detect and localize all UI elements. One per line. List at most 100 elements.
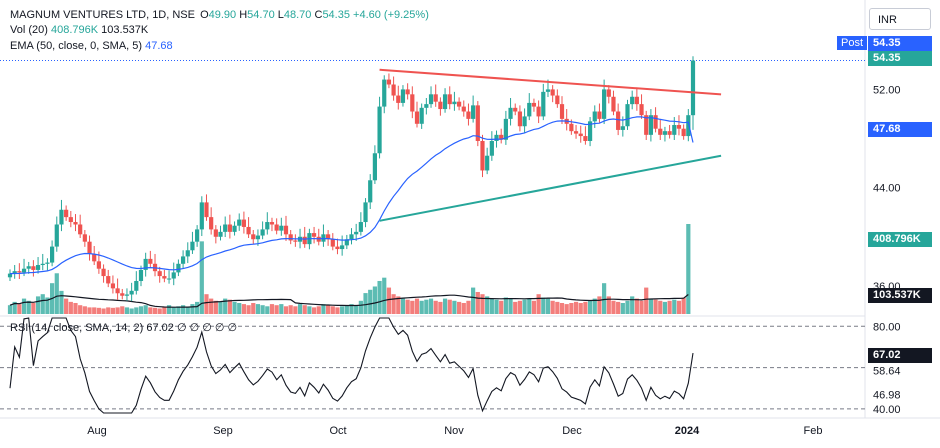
candle-body [630,96,635,105]
candle-body [31,266,36,270]
volume-bar [499,300,504,314]
volume-bar [653,299,658,314]
volume-bar [92,307,97,314]
candle-body [653,115,658,129]
volume-bar [21,298,27,314]
volume-bar [265,306,270,314]
volume-bar [517,300,523,314]
candle-body [597,111,602,119]
volume-bar [180,305,186,314]
candle-body [12,271,17,274]
candle-body [620,126,625,130]
candle-body [78,224,83,235]
candle-body [82,234,87,242]
volume-bar [433,300,438,314]
candle-body [513,107,518,112]
volume-bar [634,298,639,314]
volume-bar [503,297,508,314]
candle-body [405,89,410,95]
volume-bar [354,305,359,314]
volume-bar [611,300,616,314]
high-value: 54.70 [247,9,275,21]
rsi-label: RSI (14, close, SMA, 14, 2) [10,322,144,334]
candle-body [87,241,92,254]
candle-body [545,89,551,92]
candle-body [550,89,555,96]
candle-body [499,134,504,140]
candle-body [311,233,317,237]
candle-body [237,219,242,226]
volume-bar [227,299,232,314]
candle-body [625,104,630,127]
candle-body [508,107,513,119]
legend-line-rsi: RSI (14, close, SMA, 14, 2) 67.02 ∅ ∅ ∅ … [10,321,237,334]
candle-body [419,107,424,124]
volume-bar [110,307,116,314]
volume-bar [106,307,111,314]
candle-body [410,94,415,112]
volume-bar [672,299,677,314]
time-tick-label: Feb [804,425,823,437]
volume-bar [195,301,200,314]
volume-bar [87,307,92,314]
candle-body [110,283,116,289]
candle-body [335,246,340,250]
volume-bar [452,300,457,314]
candle-body [255,235,261,240]
volume-bar [550,300,555,314]
candle-body [414,111,420,124]
volume-bar [541,297,546,314]
rsi-tick-label: 40.00 [873,404,901,416]
volume-bar [410,300,415,314]
volume-bar [569,302,574,314]
volume-bar [667,300,672,314]
volume-bar [143,305,148,314]
volume-bar [279,304,284,314]
candle-body [274,224,279,231]
close-label: C [314,9,323,21]
volume-bar [223,298,228,314]
volume-bar [681,297,686,314]
volume-bar [35,296,41,314]
volume-label: Vol (20) [10,24,48,36]
candle-body [115,288,120,294]
volume-bar [536,294,541,314]
candle-body [288,234,293,241]
time-tick-label: Oct [329,425,346,437]
trendline-support [379,154,722,222]
candle-body [171,272,176,279]
volume-bar [522,299,527,314]
candle-body [396,95,401,103]
candle-body [190,241,195,251]
volume-bar [17,304,22,314]
candle-body [45,262,50,264]
x-axis: Aug Sep Oct Nov Dec 2024 Feb [87,425,822,437]
volume-bar [138,306,144,314]
volume-bar [232,301,237,314]
volume-bar [120,306,125,314]
volume-ma-line [9,294,689,308]
ema-label: EMA (50, close, 0, SMA, 5) [10,40,143,52]
volume-bar [26,300,31,314]
volume-bar [171,307,176,314]
currency-selector[interactable]: INR [869,8,931,30]
volume-bar [78,305,83,314]
candle-body [541,91,546,117]
candle-body [672,125,677,135]
volume-bar [45,297,50,314]
volume-bar [531,300,537,314]
volume-bar [602,283,607,314]
candle-body [344,239,349,246]
candle-body [17,271,22,273]
candle-body [213,229,218,237]
volume-bar [213,300,218,314]
candle-body [690,60,696,116]
candle-body [363,202,368,223]
candle-body [358,222,363,232]
candle-body [489,140,494,156]
post-badge: Post [837,36,867,50]
candle-body [648,115,653,135]
candles [7,56,696,302]
volume-bar [625,300,630,314]
